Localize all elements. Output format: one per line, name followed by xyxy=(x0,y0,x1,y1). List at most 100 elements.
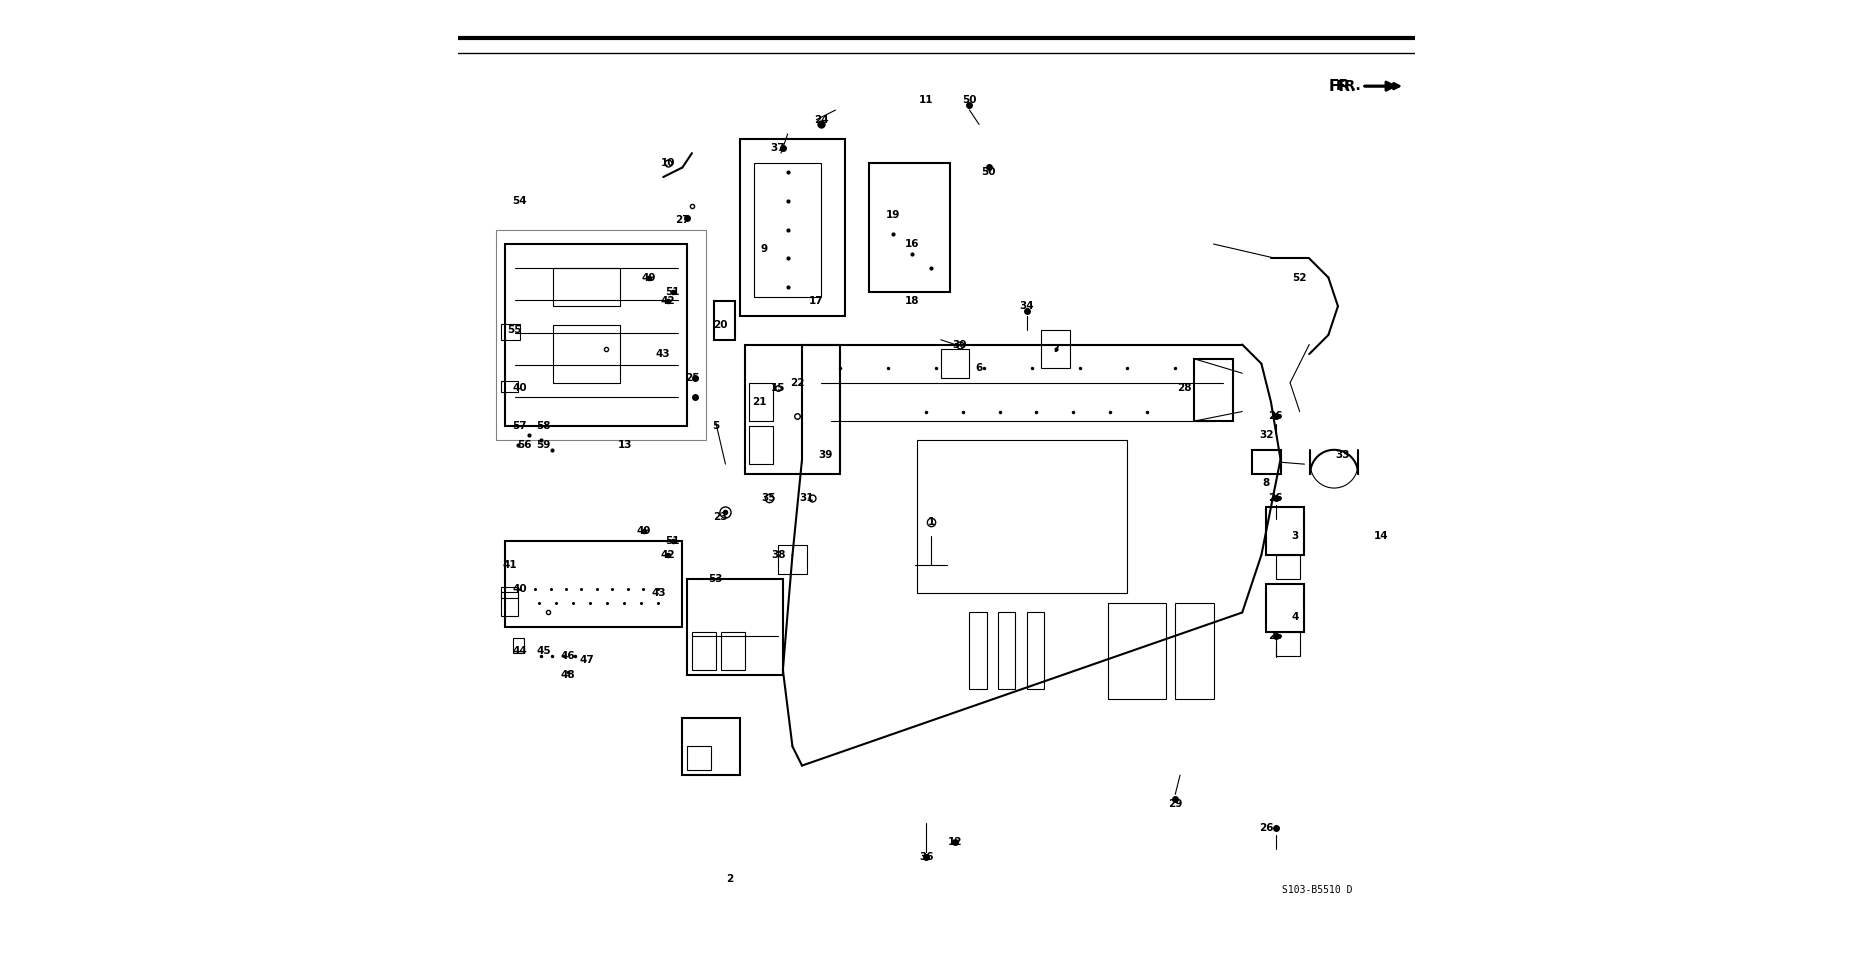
Text: 10: 10 xyxy=(661,158,676,167)
Bar xyxy=(754,163,822,297)
Text: 43: 43 xyxy=(655,349,670,359)
Bar xyxy=(779,545,807,574)
Text: 52: 52 xyxy=(1292,273,1307,282)
Bar xyxy=(683,718,739,775)
Bar xyxy=(1265,584,1305,632)
Text: 20: 20 xyxy=(713,321,728,330)
Text: 16: 16 xyxy=(904,239,919,249)
Text: 6: 6 xyxy=(975,364,983,373)
Text: 38: 38 xyxy=(771,550,786,560)
Text: 51: 51 xyxy=(666,287,680,297)
Text: 19: 19 xyxy=(885,211,900,220)
Text: 12: 12 xyxy=(947,837,962,847)
Text: 13: 13 xyxy=(618,440,633,450)
Bar xyxy=(739,139,844,316)
Bar xyxy=(554,268,620,306)
Bar xyxy=(745,345,841,474)
Text: 50: 50 xyxy=(981,167,996,177)
Text: 26: 26 xyxy=(1269,632,1282,641)
Bar xyxy=(496,230,706,440)
Bar xyxy=(869,163,951,292)
Bar xyxy=(1275,555,1299,579)
Bar xyxy=(505,541,683,627)
Text: 40: 40 xyxy=(513,584,528,593)
Bar xyxy=(970,612,987,689)
Text: 32: 32 xyxy=(1258,431,1273,440)
Text: 21: 21 xyxy=(753,397,766,407)
Bar xyxy=(1265,507,1305,555)
Bar xyxy=(693,632,715,670)
Text: 56: 56 xyxy=(517,440,532,450)
Text: 2: 2 xyxy=(726,874,734,883)
Text: 26: 26 xyxy=(1258,823,1273,833)
Bar xyxy=(500,324,520,340)
Text: 46: 46 xyxy=(560,651,575,660)
Text: FR.: FR. xyxy=(1337,79,1361,93)
Text: 45: 45 xyxy=(535,646,550,656)
Bar xyxy=(1176,603,1213,699)
Text: 4: 4 xyxy=(1292,612,1299,622)
Bar xyxy=(1041,330,1071,368)
Text: 24: 24 xyxy=(814,115,829,124)
Text: 50: 50 xyxy=(962,96,977,105)
Text: 54: 54 xyxy=(513,196,528,206)
Bar xyxy=(1252,450,1280,474)
Bar xyxy=(917,440,1127,593)
Text: 5: 5 xyxy=(711,421,719,431)
Text: 26: 26 xyxy=(1269,493,1282,502)
Text: 30: 30 xyxy=(953,340,968,349)
Text: 49: 49 xyxy=(636,526,651,536)
Bar xyxy=(1028,612,1045,689)
Text: 35: 35 xyxy=(762,493,775,502)
Text: 42: 42 xyxy=(661,297,676,306)
Text: FR.: FR. xyxy=(1329,78,1357,94)
Bar xyxy=(721,632,745,670)
Bar xyxy=(1275,632,1299,656)
Text: 58: 58 xyxy=(537,421,550,431)
Bar xyxy=(1108,603,1166,699)
Bar xyxy=(749,426,773,464)
Text: 34: 34 xyxy=(1020,301,1033,311)
Text: 48: 48 xyxy=(560,670,575,679)
Text: 18: 18 xyxy=(904,297,919,306)
Text: 43: 43 xyxy=(651,589,666,598)
Bar xyxy=(1194,359,1232,421)
Text: 31: 31 xyxy=(799,493,814,502)
Text: 51: 51 xyxy=(666,536,680,545)
Bar xyxy=(713,301,736,340)
Text: 27: 27 xyxy=(676,215,689,225)
Text: 1: 1 xyxy=(929,517,934,526)
Text: 26: 26 xyxy=(1269,412,1282,421)
Text: 59: 59 xyxy=(537,440,550,450)
Text: 44: 44 xyxy=(513,646,528,656)
Text: 37: 37 xyxy=(771,144,786,153)
Bar xyxy=(500,381,519,392)
Bar xyxy=(505,244,687,426)
Text: 15: 15 xyxy=(771,383,786,392)
Text: 22: 22 xyxy=(790,378,805,388)
Text: 29: 29 xyxy=(1168,799,1183,809)
Bar xyxy=(554,325,620,383)
Text: 36: 36 xyxy=(919,852,934,861)
Text: 49: 49 xyxy=(642,273,657,282)
Text: 23: 23 xyxy=(713,512,728,522)
Text: 57: 57 xyxy=(513,421,528,431)
Text: 28: 28 xyxy=(1177,383,1192,392)
Text: 42: 42 xyxy=(661,550,676,560)
Bar xyxy=(500,587,519,598)
Text: 40: 40 xyxy=(513,383,528,392)
Text: 47: 47 xyxy=(578,656,593,665)
Text: 8: 8 xyxy=(1262,478,1269,488)
Text: 17: 17 xyxy=(809,297,824,306)
Text: 33: 33 xyxy=(1335,450,1350,459)
Text: 11: 11 xyxy=(919,96,934,105)
Text: 3: 3 xyxy=(1292,531,1299,541)
Text: 41: 41 xyxy=(504,560,517,569)
Text: 25: 25 xyxy=(685,373,700,383)
Bar xyxy=(998,612,1015,689)
Bar xyxy=(513,638,524,653)
Text: 39: 39 xyxy=(818,450,833,459)
Text: 53: 53 xyxy=(709,574,723,584)
Text: 55: 55 xyxy=(507,325,522,335)
Text: 7: 7 xyxy=(1052,345,1060,354)
